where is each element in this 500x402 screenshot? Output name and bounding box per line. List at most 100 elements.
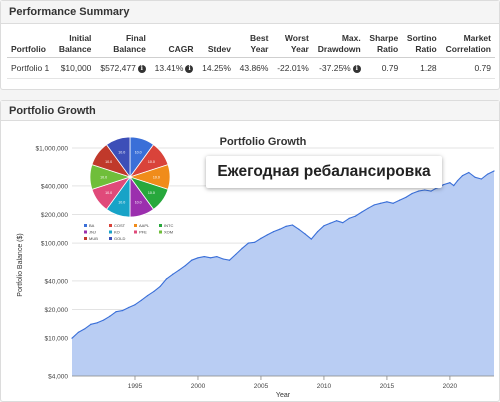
legend-label[interactable]: INTC [164, 223, 173, 228]
data-point [96, 322, 98, 324]
data-point [228, 259, 231, 261]
pie-slice-label: 10.0 [153, 176, 160, 180]
legend-label[interactable]: JNJ [89, 230, 96, 235]
data-point [241, 247, 243, 249]
data-point [121, 309, 123, 312]
cell-sharpe-ratio: 0.79 [364, 57, 403, 80]
pie-slice-label: 10.0 [148, 191, 155, 195]
pie-slice-label: 10.0 [135, 150, 142, 154]
cell-market-correlation: 0.79 [440, 57, 495, 80]
legend-swatch [159, 224, 162, 227]
header-market-correlation[interactable]: Market Correlation [440, 33, 495, 59]
data-point [134, 304, 136, 306]
x-tick-label: 2010 [317, 383, 332, 390]
data-point [298, 228, 300, 230]
legend-label[interactable]: GOLD [114, 236, 125, 241]
legend-label[interactable]: BA [89, 223, 95, 228]
header-final-balance[interactable]: Final Balance [95, 33, 150, 59]
header-initial-balance[interactable]: Initial Balance [54, 33, 96, 59]
cell-portfolio: Portfolio 1 [7, 57, 55, 80]
y-tick-label: $200,000 [41, 212, 68, 219]
data-point [480, 178, 483, 180]
data-point [386, 201, 388, 203]
data-point [461, 175, 464, 177]
cell-best-year: 43.86% [234, 57, 273, 80]
data-point [468, 171, 470, 174]
cell-max-drawdown: -37.25% i [312, 57, 365, 80]
data-point [323, 225, 325, 227]
legend-swatch [84, 230, 87, 234]
legend-label[interactable]: COST [114, 223, 126, 228]
portfolio-growth-heading: Portfolio Growth [1, 101, 499, 121]
header-cagr[interactable]: CAGR [149, 33, 198, 59]
header-worst-year[interactable]: Worst Year [272, 33, 313, 59]
info-icon[interactable]: i [352, 65, 361, 73]
pie-slice[interactable] [105, 136, 131, 179]
data-point [83, 328, 86, 330]
data-point [197, 257, 199, 259]
data-point [71, 337, 73, 339]
data-point [304, 233, 306, 235]
data-point [453, 185, 455, 187]
header-sharpe-ratio[interactable]: Sharpe Ratio [364, 33, 403, 59]
x-tick-label: 2020 [443, 383, 458, 390]
legend-label[interactable]: MUB [89, 236, 98, 241]
cell-worst-year: -22.01% [272, 57, 313, 80]
legend-label[interactable]: PFE [139, 230, 147, 235]
info-icon[interactable]: i [185, 65, 194, 73]
header-best-year[interactable]: Best Year [234, 33, 273, 59]
cell-final-balance: $572,477 i [95, 57, 150, 80]
data-point [398, 199, 401, 201]
x-tick-label: 2000 [191, 383, 206, 390]
data-point [449, 182, 451, 184]
data-point [165, 278, 168, 280]
data-point [184, 264, 186, 267]
performance-summary-table: Portfolio Initial Balance Final Balance CA… [7, 33, 495, 80]
x-tick-label: 1995 [128, 383, 143, 390]
info-icon[interactable]: i [137, 65, 146, 73]
legend-label[interactable]: AAPL [139, 223, 150, 228]
pie-slice-label: 10.0 [118, 201, 125, 205]
data-point [310, 238, 312, 240]
data-point [260, 237, 262, 240]
data-point [77, 331, 79, 333]
x-axis-label: Year [276, 392, 291, 399]
y-tick-label: $10,000 [45, 336, 69, 343]
data-point [367, 207, 369, 209]
data-point [266, 234, 268, 236]
legend-swatch [159, 230, 162, 234]
y-tick-label: $1,000,000 [35, 146, 68, 153]
data-point [335, 220, 338, 222]
data-point [140, 299, 142, 301]
table-row: Portfolio 1 $10,000 $572,477 i 13.41% i 14… [7, 57, 495, 80]
annual-rebalancing-caption: Ежегодная ребалансировка [206, 156, 442, 188]
header-stdev[interactable]: Stdev [197, 33, 235, 59]
header-sortino-ratio[interactable]: Sortino Ratio [402, 33, 441, 59]
data-point [291, 224, 294, 226]
data-point [115, 311, 117, 313]
header-max-drawdown[interactable]: Max. Drawdown [312, 33, 365, 59]
data-point [90, 323, 92, 325]
data-point [424, 189, 426, 191]
performance-summary-panel: Performance Summary Portfolio Initial Bal… [0, 0, 500, 90]
pie-slice-label: 10.0 [118, 150, 125, 154]
data-point [417, 190, 420, 192]
legend-swatch [134, 224, 137, 227]
y-axis-label: Portfolio Balance ($) [17, 233, 24, 296]
allocation-pie-chart[interactable]: 10.0 10.0 10.0 10.0 10.0 10.0 10.0 10.0 10.0 10.0… [80, 133, 180, 249]
data-point [329, 222, 331, 224]
x-tick-label: 2015 [380, 383, 395, 390]
data-point [272, 231, 275, 233]
growth-area-fill [72, 171, 494, 376]
pie-slice-label: 10.0 [105, 191, 112, 195]
legend-label[interactable]: XOM [164, 230, 173, 235]
y-tick-label: $20,000 [45, 307, 69, 314]
x-tick-label: 2005 [254, 383, 269, 390]
data-point [342, 222, 344, 224]
data-point [493, 170, 495, 172]
data-point [392, 202, 394, 204]
data-point [430, 190, 432, 192]
header-portfolio[interactable]: Portfolio [7, 33, 55, 59]
legend-label[interactable]: KO [114, 230, 120, 235]
